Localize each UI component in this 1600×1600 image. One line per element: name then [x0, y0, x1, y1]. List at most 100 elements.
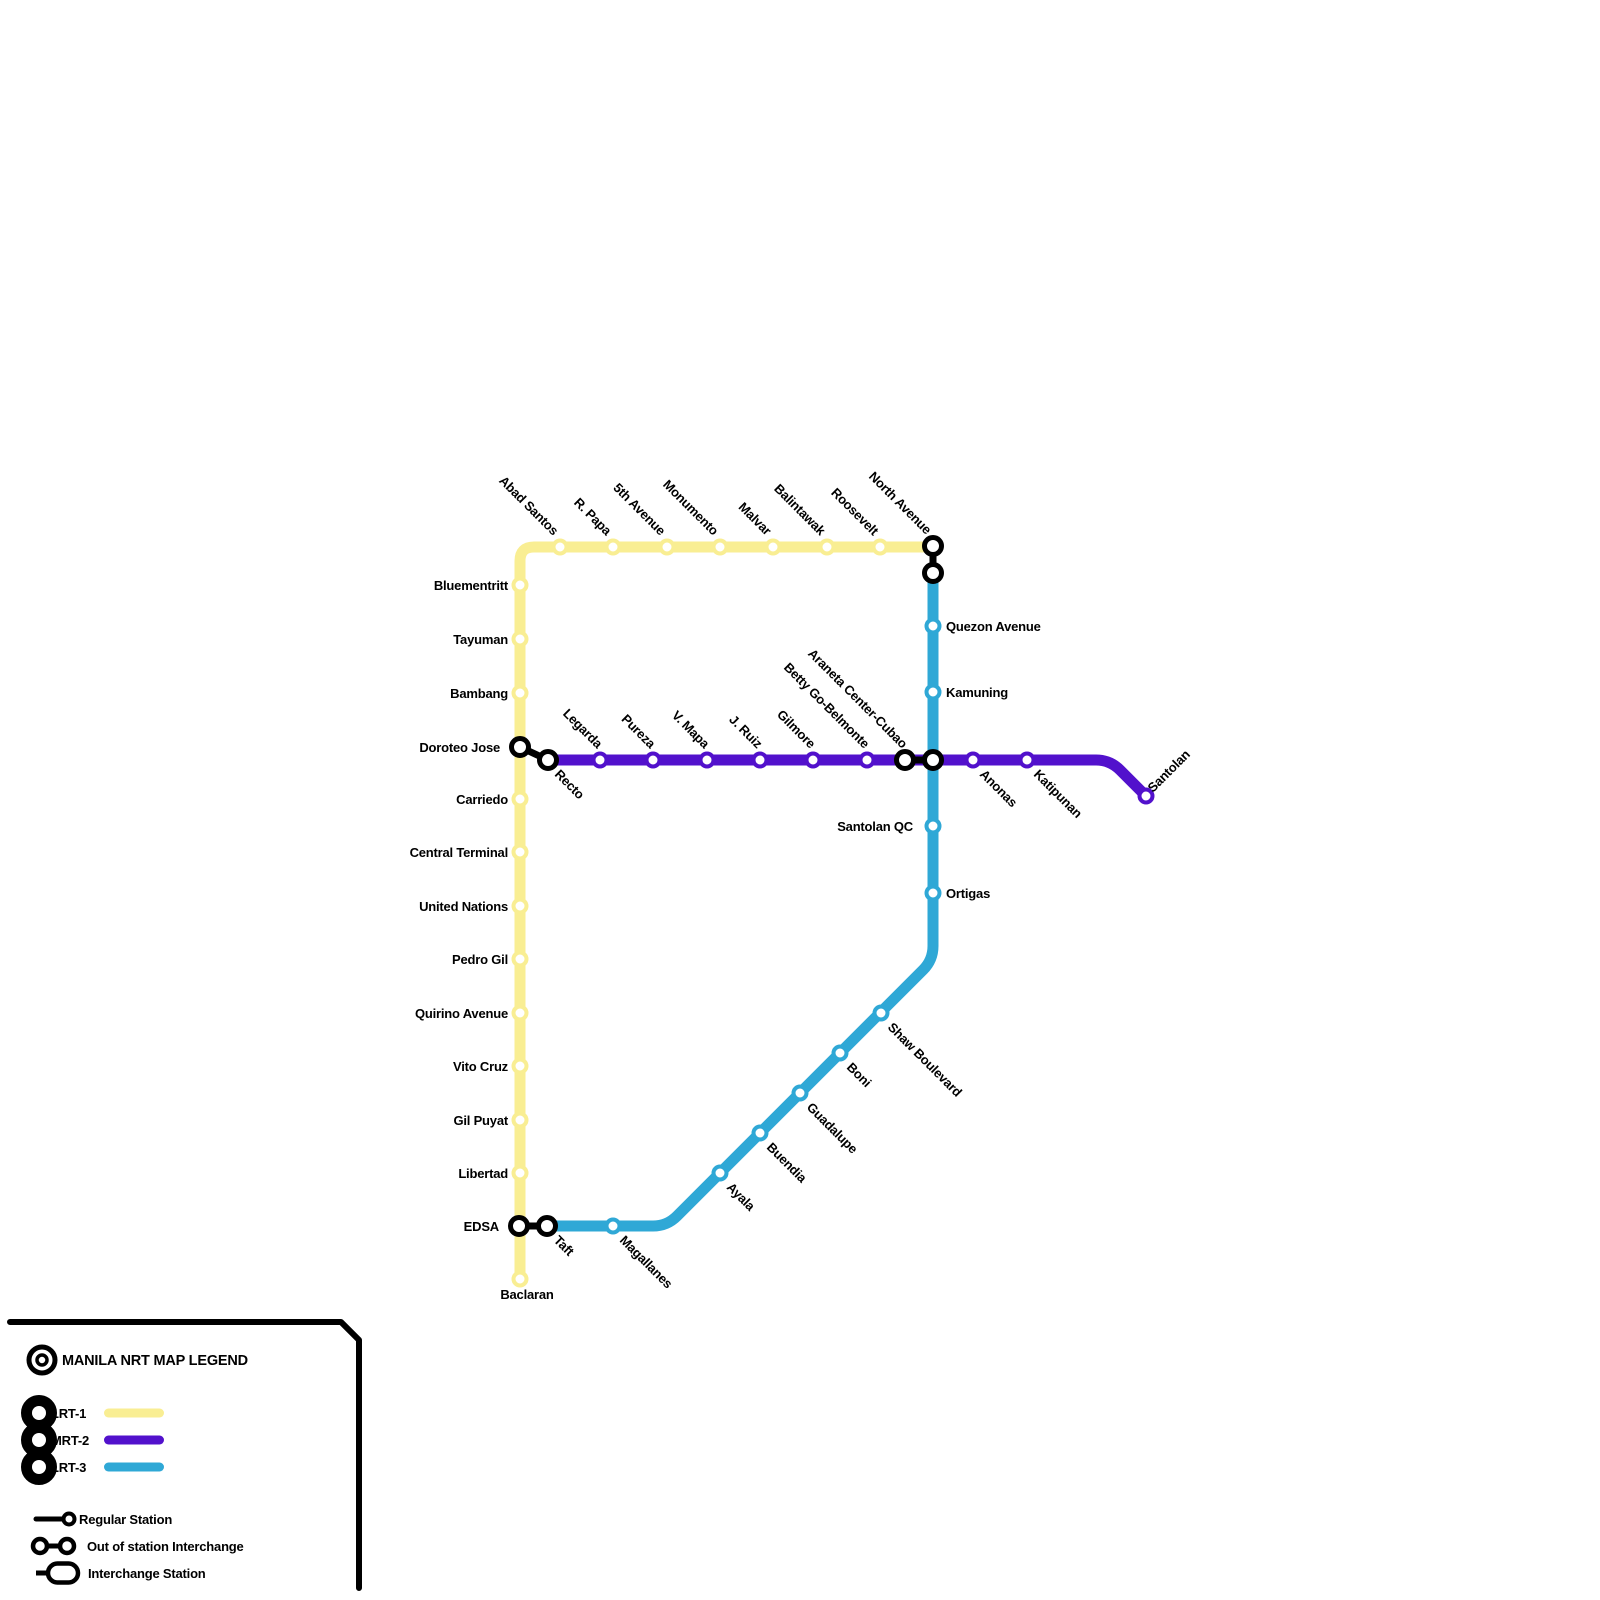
legend-box: MANILA NRT MAP LEGEND LRT-1 MRT-2 LRT-3 … — [7, 1319, 362, 1591]
legend-interchange-label: Interchange Station — [88, 1566, 206, 1581]
station-santolan — [1137, 787, 1155, 805]
station-label-buendia: Buendia — [764, 1140, 811, 1187]
station-label-guadalupe: Guadalupe — [804, 1100, 861, 1157]
line-lrt-1 — [514, 541, 933, 1279]
station-label-pedro-gil: Pedro Gil — [452, 952, 508, 967]
station-label-pureza: Pureza — [619, 711, 660, 752]
station-tayuman — [511, 630, 529, 648]
station-ortigas — [924, 884, 942, 902]
station-label-katipunan: Katipunan — [1031, 767, 1085, 821]
station-label-libertad: Libertad — [458, 1166, 508, 1181]
station-gilmore — [804, 751, 822, 769]
legend-swatch-mrt2 — [104, 1435, 164, 1445]
legend-border — [7, 1319, 362, 1591]
station-label-ortigas: Ortigas — [946, 886, 990, 901]
station-abad-santos — [551, 538, 569, 556]
osi-icon-circle-left — [30, 1536, 50, 1556]
station-label-united-nations: United Nations — [419, 899, 508, 914]
station-bambang — [511, 684, 529, 702]
legend-osi-label: Out of station Interchange — [87, 1539, 244, 1554]
station-buendia — [751, 1124, 769, 1142]
station-label-boni: Boni — [844, 1060, 874, 1090]
line-symbol-hole-lrt1 — [32, 1406, 46, 1420]
interchange-taft — [536, 1215, 558, 1237]
station-label-monumento: Monumento — [660, 477, 722, 539]
bullseye-icon-inner — [35, 1353, 49, 1367]
station-label-quirino-avenue: Quirino Avenue — [415, 1006, 508, 1021]
interchange-node — [922, 749, 944, 771]
station-katipunan — [1018, 751, 1036, 769]
station-label-edsa: EDSA — [464, 1219, 500, 1234]
station-label-vito-cruz: Vito Cruz — [453, 1059, 509, 1074]
station-5th-avenue — [658, 538, 676, 556]
line-symbol-icon-lrt3 — [21, 1449, 57, 1485]
legend-regular-station-label: Regular Station — [79, 1512, 172, 1527]
station-label-balintawak: Balintawak — [771, 481, 829, 539]
line-symbol-hole-lrt3 — [32, 1460, 46, 1474]
station-label-santolan-qc: Santolan QC — [837, 819, 914, 834]
station-label-shaw-boulevard: Shaw Boulevard — [885, 1020, 965, 1100]
station-malvar — [764, 538, 782, 556]
regular-station-icon — [61, 1511, 77, 1527]
station-label-carriedo: Carriedo — [456, 792, 508, 807]
station-libertad — [511, 1164, 529, 1182]
station-label-bluementritt: Bluementritt — [434, 578, 509, 593]
station-label-doroteo-jose: Doroteo Jose — [419, 740, 500, 755]
station-label-5th-avenue: 5th Avenue — [610, 480, 668, 538]
station-guadalupe — [791, 1084, 809, 1102]
station-label-taft: Taft — [551, 1233, 578, 1260]
station-legarda — [591, 751, 609, 769]
station-label-v-mapa: V. Mapa — [669, 708, 713, 752]
station-gil-puyat — [511, 1111, 529, 1129]
station-r-papa — [604, 538, 622, 556]
station-ayala — [711, 1164, 729, 1182]
station-label-malvar: Malvar — [736, 499, 775, 538]
station-boni — [831, 1044, 849, 1062]
station-shaw-boulevard — [872, 1004, 890, 1022]
line-lrt-3 — [547, 573, 939, 1232]
legend-swatch-lrt1 — [104, 1408, 164, 1418]
station-label-recto: Recto — [552, 767, 588, 803]
station-label-gil-puyat: Gil Puyat — [453, 1113, 508, 1128]
station-label-kamuning: Kamuning — [946, 685, 1008, 700]
station-balintawak — [818, 538, 836, 556]
legend-line-label-lrt1: LRT-1 — [51, 1406, 86, 1421]
interchange-araneta-center-cubao — [894, 749, 916, 771]
station-anonas — [964, 751, 982, 769]
legend-line-label-lrt3: LRT-3 — [51, 1460, 86, 1475]
station-label-magallanes: Magallanes — [617, 1233, 676, 1292]
station-j-ruiz — [751, 751, 769, 769]
legend-title: MANILA NRT MAP LEGEND — [62, 1353, 248, 1369]
station-santolan-qc — [924, 817, 942, 835]
station-carriedo — [511, 790, 529, 808]
line-symbol-hole-mrt2 — [32, 1433, 46, 1447]
station-quezon-avenue — [924, 617, 942, 635]
station-label-abad-santos: Abad Santos — [496, 473, 561, 538]
station-pureza — [644, 751, 662, 769]
station-pedro-gil — [511, 950, 529, 968]
station-betty-go-belmonte — [858, 751, 876, 769]
interchange-icon-pill — [45, 1561, 81, 1585]
station-label-bambang: Bambang — [450, 686, 508, 701]
interchange-north-avenue — [922, 535, 944, 557]
interchange-node — [922, 562, 944, 584]
station-label-r-papa: R. Papa — [571, 495, 615, 539]
station-monumento — [711, 538, 729, 556]
station-label-quezon-avenue: Quezon Avenue — [946, 619, 1041, 634]
legend-swatch-lrt3 — [104, 1462, 164, 1472]
line-mrt-2 — [548, 754, 1150, 800]
station-central-terminal — [511, 843, 529, 861]
station-label-santolan: Santolan — [1145, 747, 1193, 795]
station-label-baclaran: Baclaran — [500, 1287, 554, 1302]
interchange-recto — [537, 749, 559, 771]
station-united-nations — [511, 897, 529, 915]
station-label-central-terminal: Central Terminal — [410, 845, 508, 860]
station-quirino-avenue — [511, 1004, 529, 1022]
station-label-anonas: Anonas — [977, 767, 1020, 810]
station-label-legarda: Legarda — [560, 706, 606, 752]
legend-line-label-mrt2: MRT-2 — [51, 1433, 89, 1448]
osi-icon-circle-right — [57, 1536, 77, 1556]
station-label-ayala: Ayala — [724, 1180, 759, 1215]
